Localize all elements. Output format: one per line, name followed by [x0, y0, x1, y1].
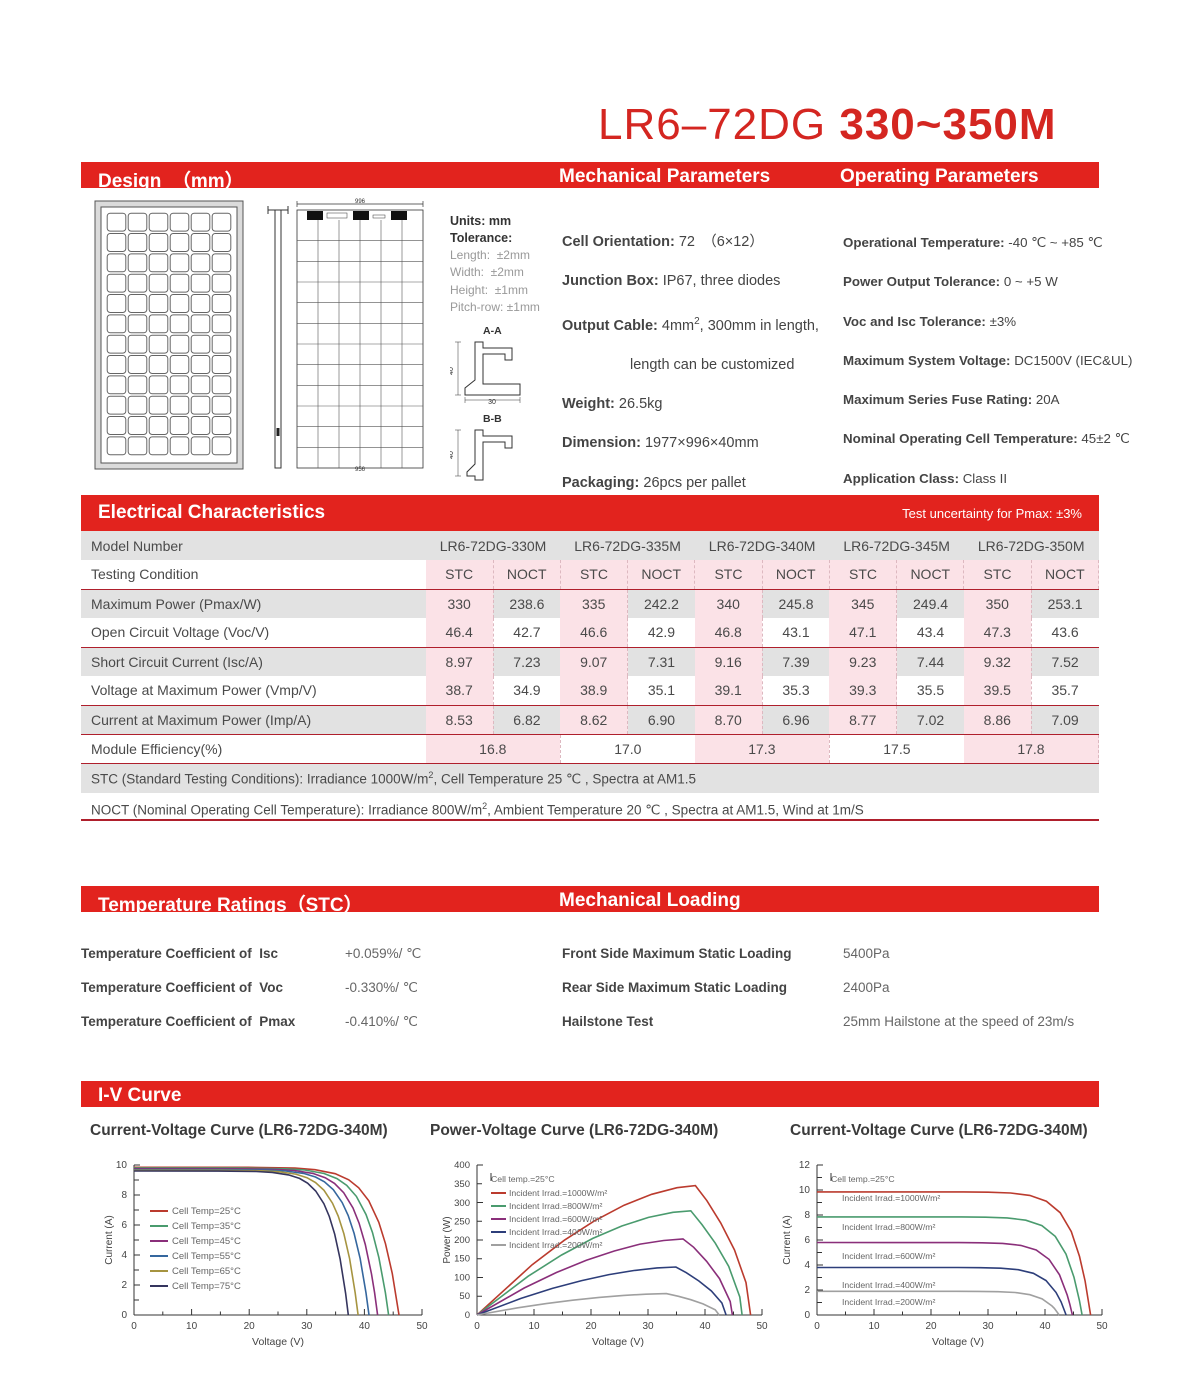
svg-text:Current (A): Current (A) [782, 1215, 793, 1264]
svg-text:Cell Temp=55°C: Cell Temp=55°C [172, 1251, 241, 1262]
svg-text:Cell Temp=35°C: Cell Temp=35°C [172, 1221, 241, 1232]
svg-text:400: 400 [454, 1160, 470, 1171]
svg-text:Voltage (V): Voltage (V) [252, 1336, 304, 1348]
svg-text:996: 996 [355, 199, 366, 205]
svg-text:Cell Temp=65°C: Cell Temp=65°C [172, 1266, 241, 1277]
svg-text:10: 10 [799, 1185, 811, 1196]
svg-text:100: 100 [454, 1273, 470, 1284]
svg-text:30: 30 [982, 1321, 994, 1332]
svg-text:40: 40 [450, 451, 455, 459]
svg-text:0: 0 [121, 1310, 127, 1321]
svg-text:Incident Irrad.=600W/m²: Incident Irrad.=600W/m² [842, 1251, 936, 1261]
svg-text:150: 150 [454, 1254, 470, 1265]
svg-text:Current (A): Current (A) [104, 1215, 115, 1264]
svg-text:Cell Temp=75°C: Cell Temp=75°C [172, 1281, 241, 1292]
svg-text:Cell Temp=45°C: Cell Temp=45°C [172, 1236, 241, 1247]
svg-text:Cell temp.=25°C: Cell temp.=25°C [831, 1174, 895, 1184]
svg-text:50: 50 [1096, 1321, 1108, 1332]
svg-text:Incident Irrad.=800W/m²: Incident Irrad.=800W/m² [509, 1201, 603, 1211]
svg-text:20: 20 [925, 1321, 937, 1332]
svg-text:Cell temp.=25°C: Cell temp.=25°C [491, 1174, 555, 1184]
svg-text:20: 20 [585, 1321, 597, 1332]
svg-text:4: 4 [804, 1260, 810, 1271]
svg-text:8: 8 [121, 1190, 127, 1201]
svg-text:30: 30 [301, 1321, 313, 1332]
svg-text:Incident Irrad.=400W/m²: Incident Irrad.=400W/m² [842, 1280, 936, 1290]
svg-text:40: 40 [1039, 1321, 1051, 1332]
svg-text:4: 4 [121, 1250, 127, 1261]
svg-text:12: 12 [799, 1160, 811, 1171]
svg-text:0: 0 [804, 1310, 810, 1321]
svg-text:40: 40 [450, 367, 455, 375]
svg-text:Incident Irrad.=600W/m²: Incident Irrad.=600W/m² [509, 1214, 603, 1224]
svg-text:Incident Irrad.=200W/m²: Incident Irrad.=200W/m² [509, 1240, 603, 1250]
svg-text:30: 30 [642, 1321, 654, 1332]
svg-text:Power (W): Power (W) [442, 1216, 453, 1263]
svg-text:30: 30 [488, 399, 496, 405]
svg-text:200: 200 [454, 1235, 470, 1246]
svg-text:6: 6 [804, 1235, 810, 1246]
svg-text:Incident Irrad.=200W/m²: Incident Irrad.=200W/m² [842, 1297, 936, 1307]
svg-text:Incident Irrad.=400W/m²: Incident Irrad.=400W/m² [509, 1227, 603, 1237]
svg-text:10: 10 [868, 1321, 880, 1332]
svg-text:2: 2 [804, 1285, 810, 1296]
svg-text:40: 40 [359, 1321, 371, 1332]
svg-text:8: 8 [804, 1210, 810, 1221]
svg-text:20: 20 [244, 1321, 256, 1332]
svg-text:Voltage (V): Voltage (V) [932, 1336, 984, 1348]
svg-text:10: 10 [186, 1321, 198, 1332]
svg-text:Cell Temp=25°C: Cell Temp=25°C [172, 1206, 241, 1217]
svg-text:Voltage (V): Voltage (V) [592, 1336, 644, 1348]
svg-text:40: 40 [699, 1321, 711, 1332]
svg-text:0: 0 [465, 1310, 470, 1321]
svg-text:250: 250 [454, 1217, 470, 1228]
svg-text:Incident Irrad.=1000W/m²: Incident Irrad.=1000W/m² [842, 1193, 940, 1203]
svg-text:Incident Irrad.=800W/m²: Incident Irrad.=800W/m² [842, 1222, 936, 1232]
svg-text:10: 10 [528, 1321, 540, 1332]
svg-text:0: 0 [814, 1321, 820, 1332]
svg-text:10: 10 [116, 1160, 128, 1171]
svg-text:956: 956 [355, 467, 366, 473]
svg-text:0: 0 [474, 1321, 480, 1332]
svg-text:0: 0 [131, 1321, 137, 1332]
svg-text:50: 50 [459, 1291, 470, 1302]
svg-text:300: 300 [454, 1198, 470, 1209]
svg-text:Incident Irrad.=1000W/m²: Incident Irrad.=1000W/m² [509, 1188, 607, 1198]
svg-text:6: 6 [121, 1220, 127, 1231]
svg-text:2: 2 [121, 1280, 127, 1291]
svg-text:350: 350 [454, 1179, 470, 1190]
